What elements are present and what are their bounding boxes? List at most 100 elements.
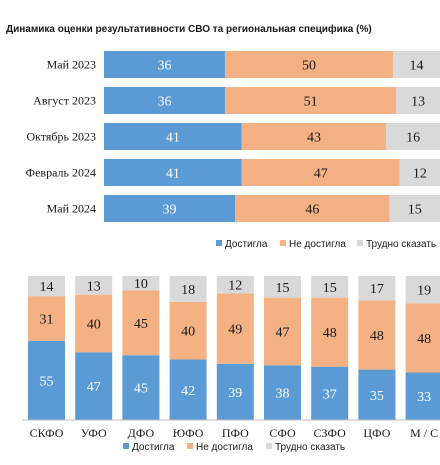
column-segment-hard-to-say <box>216 276 254 294</box>
data-label: 51 <box>304 95 318 110</box>
legend-item-achieved: Достигла <box>225 239 268 250</box>
column-segment-hard-to-say <box>311 276 349 298</box>
bar-segment-not-achieved <box>235 195 390 222</box>
data-label: 45 <box>134 317 148 332</box>
category-label: ЮФО <box>173 426 204 440</box>
data-label: 19 <box>417 284 431 299</box>
data-label: 48 <box>323 326 337 341</box>
column-segment-achieved <box>264 365 301 420</box>
bar-segment-hard-to-say <box>392 51 440 78</box>
legend-item-achieved: Достигла <box>132 442 175 453</box>
column-segment-achieved <box>358 369 396 420</box>
data-label: 48 <box>417 332 431 347</box>
legend-item-hard-to-say: Трудно сказать <box>366 239 436 250</box>
bar-segment-achieved <box>104 123 242 150</box>
data-label: 12 <box>228 279 242 294</box>
category-label: СКФО <box>30 426 64 440</box>
data-label: 36 <box>157 59 171 74</box>
chart-title: Динамика оценки результативности СВО та … <box>6 23 372 35</box>
bar-segment-not-achieved <box>241 123 387 150</box>
column-segment-achieved <box>311 366 349 420</box>
category-label: УФО <box>81 426 107 440</box>
column-segment-not-achieved <box>122 290 160 356</box>
data-label: 31 <box>40 312 54 327</box>
column-segment-achieved <box>122 355 160 420</box>
bar-segment-achieved <box>104 51 225 78</box>
data-label: 50 <box>302 59 316 74</box>
legend-top: Достигла Не достигла Трудно сказать <box>216 239 436 250</box>
bar-segment-achieved <box>104 159 242 186</box>
column-segment-hard-to-say <box>122 276 160 291</box>
bar-segment-not-achieved <box>241 159 400 186</box>
legend-swatch-not-achieved <box>187 443 193 449</box>
category-label: ПФО <box>222 426 249 440</box>
column-segment-not-achieved <box>405 303 440 373</box>
legend-item-not-achieved: Не достигла <box>289 239 346 250</box>
data-label: 39 <box>228 386 242 401</box>
legend-item-hard-to-say: Трудно сказать <box>275 442 345 453</box>
data-label: 13 <box>87 279 101 294</box>
category-label: М / С <box>410 426 438 440</box>
column-segment-achieved <box>169 359 207 420</box>
bar-segment-hard-to-say <box>386 123 440 150</box>
data-label: 39 <box>163 203 177 218</box>
column-segment-hard-to-say <box>28 276 65 297</box>
data-label: 47 <box>87 380 101 395</box>
column-segment-not-achieved <box>358 300 396 370</box>
column-segment-not-achieved <box>28 296 65 341</box>
legend-swatch-achieved <box>123 443 129 449</box>
category-label: Февраль 2024 <box>26 166 96 180</box>
category-label: Октябрь 2023 <box>26 130 96 144</box>
category-label: Август 2023 <box>33 94 96 108</box>
legend-swatch-not-achieved <box>280 240 286 246</box>
data-label: 47 <box>314 167 328 182</box>
data-label: 37 <box>323 387 337 402</box>
bar-segment-achieved <box>104 195 236 222</box>
column-segment-hard-to-say <box>405 276 440 304</box>
bar-segment-achieved <box>104 87 225 114</box>
column-segment-not-achieved <box>75 294 113 353</box>
data-label: 48 <box>370 329 384 344</box>
category-label: ДФО <box>128 426 155 440</box>
column-segment-hard-to-say <box>169 276 207 302</box>
column-segment-achieved <box>216 363 254 420</box>
column-segment-not-achieved <box>264 297 301 366</box>
data-label: 45 <box>134 382 148 397</box>
legend-swatch-hard-to-say <box>266 443 272 449</box>
data-label: 36 <box>157 95 171 110</box>
legend-swatch-achieved <box>216 240 222 246</box>
column-segment-hard-to-say <box>264 276 301 298</box>
category-label: Май 2024 <box>47 202 96 216</box>
data-label: 42 <box>181 384 195 399</box>
category-label: Май 2023 <box>47 58 96 72</box>
column-segment-hard-to-say <box>75 276 113 295</box>
column-segment-not-achieved <box>169 301 207 360</box>
category-label: СЗФО <box>314 426 347 440</box>
bar-segment-hard-to-say <box>399 159 440 186</box>
data-label: 47 <box>276 325 290 340</box>
horizontal-stacked-bar-chart: Май 2023 36 50 14 Август 2023 36 51 13 Октябрь 2… <box>26 51 440 222</box>
category-label: ЦФО <box>363 426 390 440</box>
data-label: 49 <box>228 323 242 338</box>
data-label: 46 <box>305 203 319 218</box>
data-label: 55 <box>40 374 54 389</box>
data-label: 41 <box>166 167 180 182</box>
column-segment-not-achieved <box>311 297 349 367</box>
data-label: 10 <box>134 277 148 292</box>
column-segment-achieved <box>28 340 65 420</box>
legend-swatch-hard-to-say <box>357 240 363 246</box>
data-label: 15 <box>276 281 290 296</box>
column-segment-not-achieved <box>216 293 254 364</box>
data-label: 14 <box>40 280 54 295</box>
legend-bottom: Достигла Не достигла Трудно сказать <box>123 442 345 453</box>
bar-segment-hard-to-say <box>389 195 440 222</box>
data-label: 41 <box>166 131 180 146</box>
data-label: 40 <box>181 325 195 340</box>
column-segment-hard-to-say <box>358 276 396 301</box>
bar-segment-not-achieved <box>224 51 393 78</box>
column-segment-achieved <box>75 352 113 420</box>
data-label: 18 <box>181 283 195 298</box>
vertical-stacked-bar-chart: 55 31 14 СКФО 47 40 13 УФО 45 45 10 ДФО 42 40 18 ЮФО 39 4… <box>22 276 440 440</box>
data-label: 15 <box>323 281 337 296</box>
